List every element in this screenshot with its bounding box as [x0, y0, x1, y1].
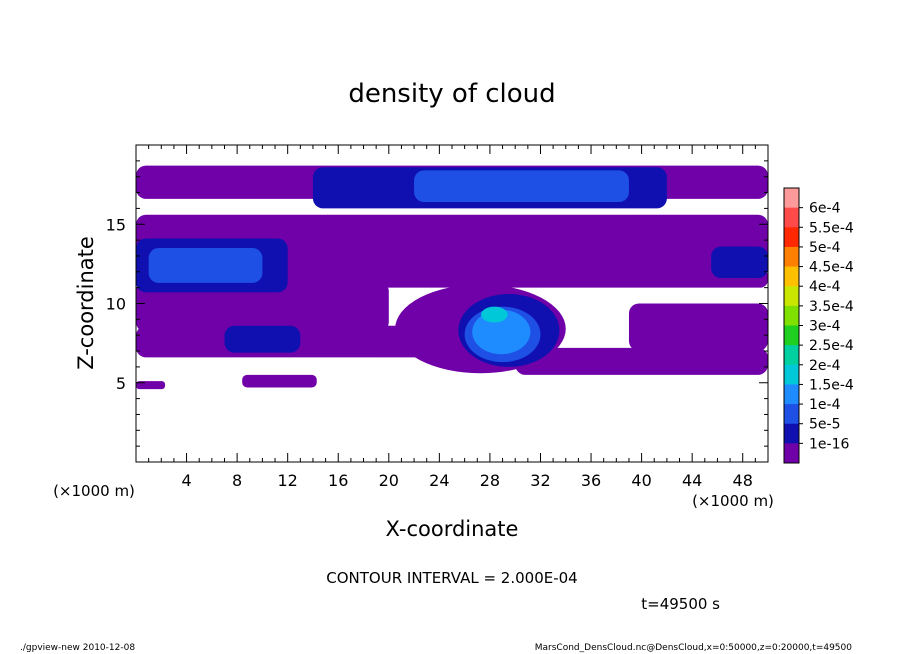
x-tick-label: 28	[480, 471, 500, 490]
contour-region-7	[628, 303, 768, 352]
plot-frame	[135, 144, 769, 463]
colorbar-segment	[784, 404, 799, 425]
colorbar-label: 2.5e-4	[809, 338, 854, 354]
x-tick-label: 48	[733, 471, 753, 490]
y-tick-labels: 5 10 15	[106, 215, 126, 393]
time-text: t=49500 s	[641, 595, 720, 613]
x-tick-label: 40	[631, 471, 651, 490]
colorbar-segment	[784, 266, 799, 287]
colorbar-segment	[784, 305, 799, 326]
colorbar-label: 4.5e-4	[809, 260, 854, 276]
x-tick-labels: 4 8 12 16 20 24 28 32 36 40 44 48	[181, 471, 752, 490]
colorbar-segment	[784, 423, 799, 444]
x-tick-label: 16	[328, 471, 348, 490]
contour-region-3	[136, 281, 389, 333]
x-tick-label: 12	[278, 471, 298, 490]
colorbar-segment	[784, 227, 799, 248]
x-tick-label: 44	[682, 471, 702, 490]
y-tick-label: 5	[116, 374, 126, 393]
contour-interval-text: CONTOUR INTERVAL = 2.000E-04	[326, 569, 577, 587]
colorbar-segment	[784, 325, 799, 346]
contour-region-15	[224, 325, 301, 353]
y-axis-label: Z-coordinate	[74, 236, 98, 370]
x-unit-label: (×1000 m)	[692, 492, 774, 510]
colorbar-label: 5.5e-4	[809, 220, 854, 236]
colorbar	[783, 187, 800, 464]
y-tick-label: 15	[106, 215, 126, 234]
colorbar-segment	[784, 286, 799, 307]
footer-left-text: ./gpview-new 2010-12-08	[20, 643, 135, 653]
colorbar-segment	[784, 443, 799, 464]
colorbar-segment	[784, 246, 799, 267]
colorbar-segment	[784, 207, 799, 228]
colorbar-label: 3.5e-4	[809, 299, 854, 315]
x-axis-label: X-coordinate	[386, 517, 519, 541]
footer-right-text: MarsCond_DensCloud.nc@DensCloud,x=0:5000…	[535, 643, 852, 653]
x-tick-label: 20	[379, 471, 399, 490]
contour-region-11	[414, 170, 629, 203]
colorbar-label: 4e-4	[809, 279, 841, 295]
colorbar-segment	[784, 188, 799, 209]
colorbar-label: 1.5e-4	[809, 377, 854, 393]
contour-regions	[136, 165, 768, 390]
x-tick-label: 32	[530, 471, 550, 490]
plot-area	[135, 144, 769, 463]
contour-region-13	[148, 248, 263, 283]
x-tick-label: 4	[181, 471, 191, 490]
colorbar-label: 5e-4	[809, 240, 841, 256]
axis-ticks	[136, 145, 768, 462]
colorbar-segment	[784, 384, 799, 405]
colorbar-label: 2e-4	[809, 358, 841, 374]
colorbar-label: 6e-4	[809, 201, 841, 217]
colorbar-label: 3e-4	[809, 319, 841, 335]
colorbar-segment	[784, 345, 799, 366]
chart-title: density of cloud	[348, 79, 555, 109]
contour-region-9	[242, 374, 317, 388]
y-tick-label: 10	[106, 295, 126, 314]
contour-region-6	[515, 347, 768, 375]
x-tick-label: 8	[232, 471, 242, 490]
contour-region-19	[481, 306, 508, 323]
x-tick-label: 24	[429, 471, 449, 490]
colorbar-labels: 6e-4 5.5e-4 5e-4 4.5e-4 4e-4 3.5e-4 3e-4 2.5e-4…	[799, 201, 854, 452]
contour-region-14	[711, 246, 768, 279]
colorbar-label: 1e-16	[809, 436, 849, 452]
x-tick-label: 36	[581, 471, 601, 490]
y-unit-label: (×1000 m)	[53, 482, 135, 500]
colorbar-segment	[784, 364, 799, 385]
colorbar-label: 1e-4	[809, 397, 841, 413]
colorbar-label: 5e-5	[809, 417, 840, 433]
contour-region-1	[136, 214, 768, 272]
